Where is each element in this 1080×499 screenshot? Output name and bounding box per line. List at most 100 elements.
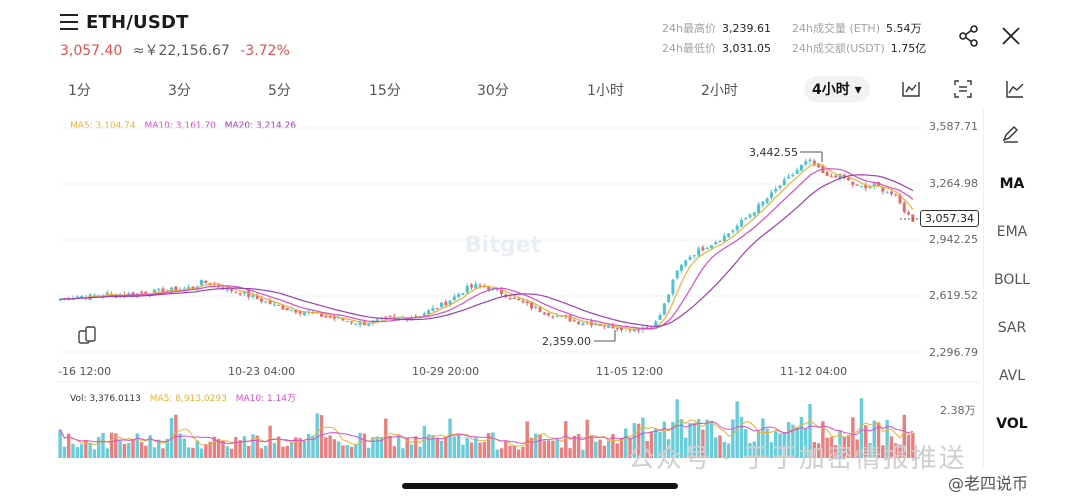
volume-bar	[516, 449, 521, 458]
indicator-toggle-icon[interactable]	[900, 78, 922, 100]
candle-body	[247, 290, 251, 297]
candle-body	[238, 293, 242, 295]
candle-body	[538, 306, 542, 313]
candle-body	[251, 295, 255, 298]
side-item-boll[interactable]: BOLL	[994, 272, 1030, 288]
tab-1h[interactable]: 1小时	[587, 83, 624, 99]
candle-body	[341, 317, 345, 321]
candle-body	[152, 289, 156, 295]
volume-bar	[165, 438, 169, 458]
price-line: 3,057.40 ≈￥22,156.67 -3.72%	[60, 40, 290, 60]
volume-bar	[199, 448, 204, 458]
side-item-vol[interactable]: VOL	[996, 416, 1028, 432]
side-item-avl[interactable]: AVL	[998, 368, 1026, 384]
volume-bar	[229, 448, 234, 458]
candle-body	[320, 313, 324, 317]
volume-bar	[521, 446, 525, 458]
candle-body	[851, 181, 855, 185]
candle-body	[182, 288, 186, 291]
volume-bar	[388, 435, 392, 458]
pair-title[interactable]: ETH/USDT	[86, 12, 189, 33]
volume-bar	[581, 449, 585, 458]
candle-body	[264, 301, 268, 303]
volume-bar	[456, 434, 461, 458]
tab-15m[interactable]: 15分	[369, 83, 401, 99]
volume-bar	[576, 434, 581, 458]
close-icon[interactable]	[1000, 25, 1022, 47]
volume-bar	[504, 441, 508, 458]
candle-body	[778, 185, 782, 188]
volume-bar	[178, 433, 182, 458]
candle-body	[157, 288, 161, 290]
candle-body	[97, 295, 101, 297]
tab-30m[interactable]: 30分	[477, 83, 509, 99]
tab-4h[interactable]: 4小时 ▾	[804, 76, 870, 102]
candle-body	[838, 173, 842, 179]
volume-bar	[426, 434, 431, 458]
volume-bar	[204, 444, 208, 458]
candle-body	[722, 235, 726, 242]
candle-body	[624, 327, 628, 329]
volume-bar	[126, 442, 131, 458]
screenshot-icon[interactable]	[77, 325, 97, 345]
volume-bar	[328, 435, 332, 458]
candle-body	[431, 307, 435, 312]
tab-5m[interactable]: 5分	[268, 83, 291, 99]
volume-bar	[225, 446, 229, 458]
candle-body	[161, 288, 165, 293]
volume-bar	[439, 440, 444, 458]
candle-body	[88, 294, 92, 300]
fullscreen-icon[interactable]	[952, 78, 974, 100]
tab-1m[interactable]: 1分	[68, 83, 91, 99]
candle-body	[881, 187, 885, 192]
candle-body	[744, 218, 748, 220]
candle-body	[311, 312, 315, 314]
volume-bar	[62, 446, 67, 458]
side-item-ema[interactable]: EMA	[996, 224, 1028, 240]
candle-body	[714, 242, 718, 245]
candle-body	[658, 315, 662, 321]
chart-type-icon[interactable]	[1004, 78, 1026, 100]
volume-bar	[606, 440, 611, 458]
side-item-sar[interactable]: SAR	[997, 320, 1027, 336]
candle-body	[242, 291, 246, 294]
tab-2h[interactable]: 2小时	[701, 83, 738, 99]
candle-body	[611, 325, 615, 329]
volume-bar	[58, 429, 62, 458]
candle-body	[401, 317, 405, 319]
candle-body	[782, 179, 786, 186]
vol-ma10-label: MA10: 1.14万	[235, 394, 297, 404]
candle-body	[847, 177, 851, 181]
candle-body	[290, 309, 294, 311]
volume-bar	[281, 446, 285, 458]
candle-body	[422, 313, 426, 317]
share-icon[interactable]	[958, 25, 980, 47]
volume-bar	[491, 432, 495, 458]
candle-body	[405, 318, 409, 320]
volume-bar	[259, 448, 264, 458]
tab-3m[interactable]: 3分	[168, 83, 191, 99]
volume-bar	[208, 441, 212, 458]
volume-bar	[289, 441, 294, 458]
candle-body	[829, 176, 833, 178]
candle-body	[525, 301, 529, 304]
volume-bar	[212, 436, 217, 458]
volume-bar	[324, 437, 328, 458]
volume-bar	[315, 413, 319, 458]
candle-body	[907, 212, 911, 215]
draw-tool-icon[interactable]	[1000, 122, 1022, 144]
candle-body	[559, 315, 563, 317]
axes	[594, 151, 920, 342]
volume-bar	[88, 442, 92, 458]
candle-body	[679, 264, 683, 271]
volume-bar	[84, 440, 88, 458]
home-indicator[interactable]	[402, 483, 678, 489]
volume-bar	[534, 433, 538, 458]
volume-bar	[371, 437, 375, 458]
candle-body	[542, 312, 546, 315]
side-item-ma[interactable]: MA	[999, 176, 1025, 192]
volume-bar	[564, 421, 568, 458]
volume-bar	[568, 448, 572, 458]
menu-icon[interactable]	[60, 14, 78, 30]
candle-body	[131, 292, 135, 296]
